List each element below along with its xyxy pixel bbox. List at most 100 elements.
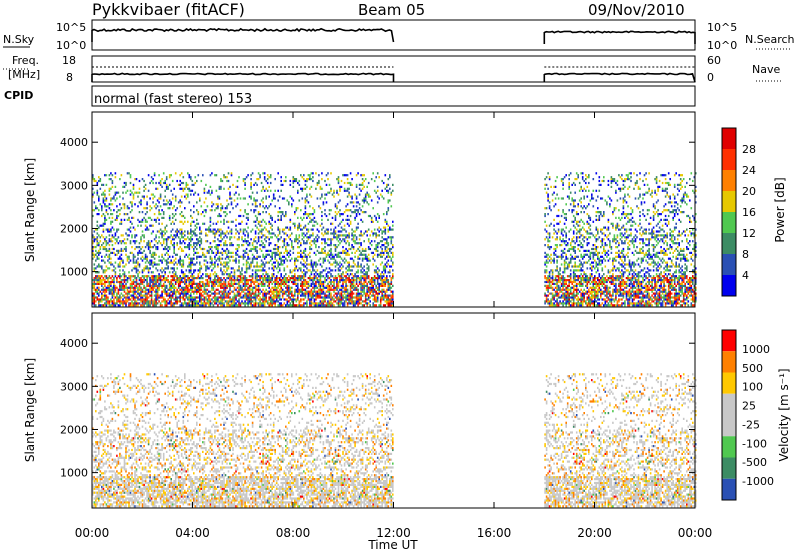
range-gate-cell [304, 197, 307, 200]
range-gate-cell [277, 292, 279, 295]
range-gate-cell [304, 288, 307, 291]
range-gate-cell [123, 213, 126, 216]
range-gate-cell [304, 213, 307, 216]
range-gate-cell [256, 302, 258, 305]
range-gate-cell [153, 238, 156, 241]
range-gate-cell [114, 253, 117, 256]
range-gate-cell [263, 246, 266, 249]
range-gate-cell [309, 193, 311, 196]
range-gate-cell [119, 296, 121, 299]
range-gate-cell [158, 300, 160, 303]
range-gate-cell [200, 247, 203, 251]
range-gate-cell [285, 257, 287, 260]
range-gate-cell [168, 284, 171, 287]
range-gate-cell [223, 304, 225, 307]
range-gate-cell [165, 279, 168, 282]
range-gate-cell [221, 232, 224, 235]
range-gate-cell [116, 205, 118, 208]
range-gate-cell [93, 236, 96, 239]
range-gate-cell [114, 275, 117, 278]
range-gate-cell [223, 302, 225, 305]
range-gate-cell [125, 300, 127, 303]
range-gate-cell [245, 284, 248, 287]
range-gate-cell [381, 292, 383, 295]
range-gate-cell [197, 284, 200, 287]
range-gate-cell [348, 279, 350, 282]
range-gate-cell [334, 218, 337, 221]
range-gate-cell [364, 178, 367, 181]
range-gate-cell [110, 220, 112, 223]
range-gate-cell [382, 253, 385, 256]
range-gate-cell [159, 205, 162, 208]
range-gate-cell [215, 296, 218, 299]
range-gate-cell [174, 218, 177, 221]
range-gate-cell [337, 296, 340, 299]
range-gate-cell [208, 228, 210, 231]
range-gate-cell [179, 183, 181, 186]
range-gate-cell [174, 286, 177, 289]
range-gate-cell [98, 275, 100, 278]
range-gate-cell [336, 191, 338, 194]
range-gate-cell [211, 172, 213, 175]
range-gate-cell [214, 284, 216, 287]
range-gate-cell [349, 294, 352, 297]
range-gate-cell [205, 288, 207, 291]
range-gate-cell [300, 277, 302, 280]
range-gate-cell [384, 282, 387, 285]
range-gate-cell [262, 269, 264, 272]
range-gate-cell [206, 298, 209, 301]
range-gate-cell [355, 205, 358, 208]
range-gate-cell [312, 228, 314, 231]
range-gate-cell [194, 302, 197, 305]
range-gate-cell [378, 288, 380, 291]
range-gate-cell [382, 279, 385, 282]
range-gate-cell [349, 290, 352, 293]
range-gate-cell [126, 300, 129, 303]
range-gate-cell [355, 249, 358, 252]
range-gate-cell [217, 247, 219, 251]
range-gate-cell [205, 273, 207, 276]
range-gate-cell [310, 288, 313, 291]
range-gate-cell [361, 286, 364, 289]
range-gate-cell [190, 284, 192, 287]
range-gate-cell [333, 232, 335, 235]
range-gate-cell [147, 292, 150, 295]
range-gate-cell [159, 193, 162, 196]
range-gate-cell [211, 280, 213, 284]
range-gate-cell [262, 288, 264, 291]
range-gate-cell [351, 234, 353, 237]
range-gate-cell [319, 296, 322, 299]
range-gate-cell [126, 255, 129, 258]
range-gate-cell [220, 302, 222, 305]
range-gate-cell [153, 279, 156, 282]
range-gate-cell [254, 286, 257, 289]
range-gate-cell [361, 267, 364, 270]
range-gate-cell [337, 176, 340, 179]
range-gate-cell [321, 218, 323, 221]
range-gate-cell [382, 269, 385, 272]
range-gate-cell [370, 288, 373, 291]
range-gate-cell [206, 280, 209, 284]
range-gate-cell [372, 220, 374, 223]
range-gate-cell [105, 211, 108, 214]
range-gate-cell [208, 300, 210, 303]
range-gate-cell [351, 246, 353, 249]
range-gate-cell [298, 183, 301, 186]
range-gate-cell [120, 288, 123, 291]
range-gate-cell [180, 211, 183, 214]
range-gate-cell [259, 282, 261, 285]
range-gate-cell [159, 296, 162, 299]
range-gate-cell [209, 185, 212, 188]
range-gate-cell [376, 282, 379, 285]
range-gate-cell [384, 294, 387, 297]
range-gate-cell [244, 271, 246, 274]
range-gate-cell [223, 288, 225, 291]
range-gate-cell [227, 280, 230, 284]
freq-label: Freq. [12, 54, 39, 67]
range-gate-cell [367, 253, 370, 256]
range-gate-cell [354, 304, 356, 307]
range-gate-cell [193, 247, 195, 251]
range-gate-cell [363, 174, 365, 177]
range-gate-cell [260, 280, 263, 284]
range-gate-cell [370, 280, 373, 284]
